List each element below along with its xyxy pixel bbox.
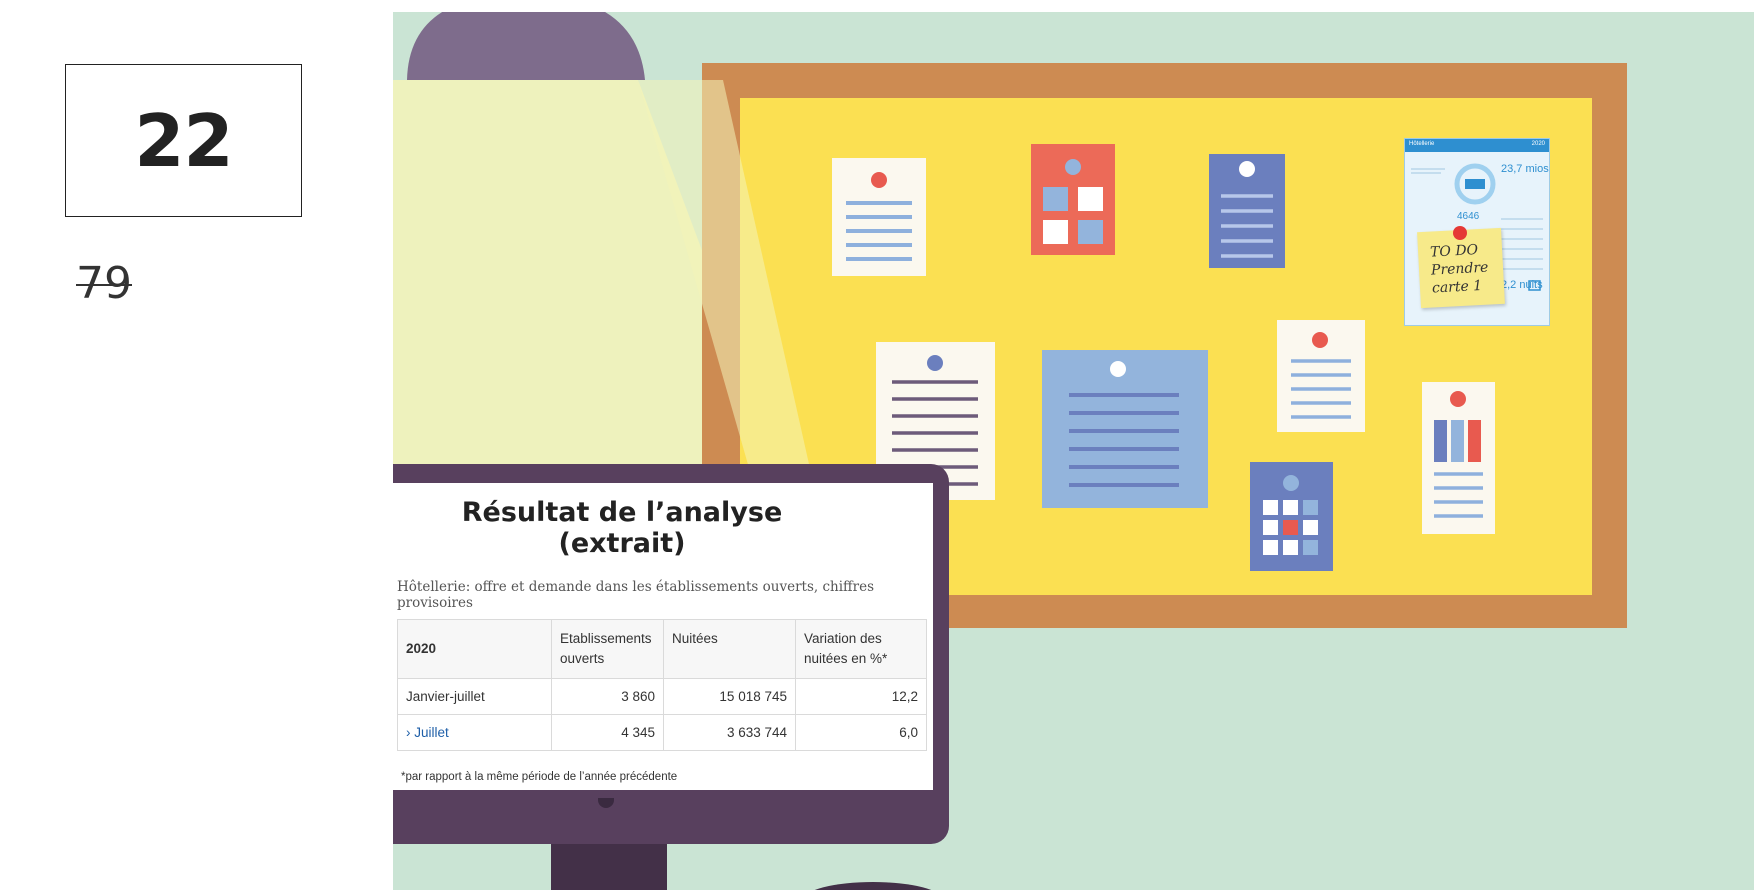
- monitor-power-dot: [598, 798, 614, 808]
- table-footnote: *par rapport à la même période de l’anné…: [401, 771, 678, 783]
- red-pin-icon: [1453, 226, 1467, 240]
- table-row: Janvier-juillet 3 860 15 018 745 12,2: [397, 678, 927, 715]
- pinned-note-1: [832, 158, 926, 276]
- desk-lamp-shade: [407, 12, 645, 80]
- table-row: › Juillet 4 345 3 633 744 6,0: [397, 714, 927, 751]
- cell-variation: 12,2: [795, 678, 927, 715]
- desk-object: [814, 882, 932, 890]
- card-title: Hôtellerie: [1409, 141, 1435, 147]
- pinned-note-6: [1277, 320, 1365, 432]
- lamp-light-overlay: [638, 80, 813, 482]
- hotel-stats-table: 2020 Etablissements ouverts Nuitées Vari…: [397, 619, 927, 751]
- card-stat-1: 23,7 mios: [1501, 163, 1549, 175]
- pinned-note-2: [1031, 144, 1115, 255]
- table-header-row: 2020 Etablissements ouverts Nuitées Vari…: [397, 619, 927, 679]
- cell-establishments: 3 860: [551, 678, 664, 715]
- header-establishments: Etablissements ouverts: [551, 619, 664, 679]
- header-variation: Variation des nuitées en %*: [795, 619, 927, 679]
- pinned-note-3: [1209, 154, 1285, 268]
- cell-variation: 6,0: [795, 714, 927, 751]
- analysis-title: Résultat de l’analyse (extrait): [461, 497, 783, 559]
- pinned-note-8: [1250, 462, 1333, 571]
- page-number: 22: [134, 98, 233, 183]
- card-stat-2: 4646: [1457, 211, 1480, 222]
- cell-establishments: 4 345: [551, 714, 664, 751]
- card-header: Hôtellerie 2020: [1405, 139, 1549, 152]
- monitor-screen: Résultat de l’analyse (extrait) Hôteller…: [393, 483, 933, 790]
- old-page-number: 79: [76, 258, 132, 309]
- header-year: 2020: [397, 619, 552, 679]
- table-caption: Hôtellerie: offre et demande dans les ét…: [397, 579, 875, 611]
- sticky-line-3: carte 1: [1431, 277, 1483, 297]
- pinned-note-7: [1422, 382, 1495, 534]
- card-stat-3: 2,2 nuits: [1501, 279, 1543, 291]
- card-graphics: [1411, 163, 1543, 291]
- header-overnights: Nuitées: [663, 619, 796, 679]
- illustration-scene: Hôtellerie 2020 23,7 mios 4646 2,2 nuits…: [393, 12, 1754, 890]
- card-year: 2020: [1531, 141, 1545, 147]
- row-label: Janvier-juillet: [397, 678, 552, 715]
- cell-overnights: 3 633 744: [663, 714, 796, 751]
- page-number-box: 22: [65, 64, 302, 217]
- row-label-link[interactable]: › Juillet: [397, 714, 552, 751]
- cell-overnights: 15 018 745: [663, 678, 796, 715]
- pinned-note-5: [1042, 350, 1208, 508]
